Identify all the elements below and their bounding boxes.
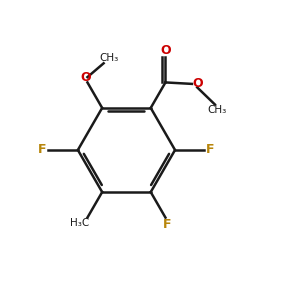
Text: F: F [163,218,171,231]
Text: CH₃: CH₃ [207,105,226,115]
Text: F: F [38,143,47,157]
Text: O: O [81,70,91,84]
Text: O: O [192,76,202,89]
Text: O: O [160,44,171,57]
Text: H₃C: H₃C [70,218,90,228]
Text: CH₃: CH₃ [99,53,119,63]
Text: F: F [206,143,214,157]
